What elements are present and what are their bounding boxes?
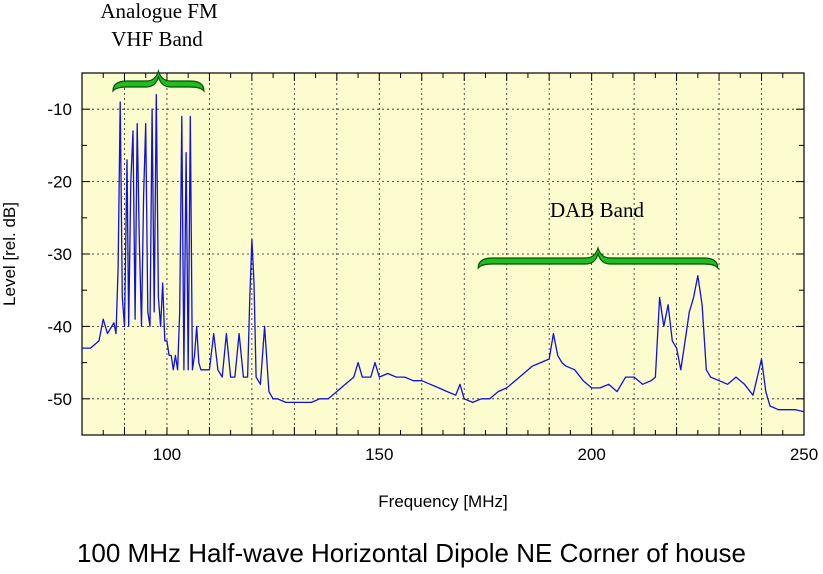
x-tick-labels: 100 150 200 250 bbox=[153, 445, 818, 464]
spectrum-trace bbox=[82, 94, 805, 413]
y-tick-label: -10 bbox=[47, 100, 72, 119]
dab-band-label: DAB Band bbox=[550, 198, 644, 222]
band-braces bbox=[112, 68, 719, 270]
gridlines bbox=[82, 73, 804, 435]
chart-caption: 100 MHz Half-wave Horizontal Dipole NE C… bbox=[76, 538, 747, 568]
y-tick-label: -40 bbox=[47, 317, 72, 336]
minor-ticks bbox=[82, 72, 804, 436]
x-tick-label: 100 bbox=[153, 445, 181, 464]
x-tick-label: 250 bbox=[790, 445, 818, 464]
fm-band-label-line2: VHF Band bbox=[111, 27, 203, 51]
y-tick-label: -30 bbox=[47, 245, 72, 264]
y-tick-labels: -10 -20 -30 -40 -50 bbox=[47, 100, 72, 409]
band-brace bbox=[477, 245, 719, 270]
band-brace bbox=[112, 68, 205, 93]
y-tick-label: -20 bbox=[47, 173, 72, 192]
x-tick-label: 150 bbox=[365, 445, 393, 464]
y-axis-title: Level [rel. dB] bbox=[0, 202, 19, 306]
x-tick-label: 200 bbox=[577, 445, 605, 464]
x-axis-title: Frequency [MHz] bbox=[378, 492, 507, 511]
y-tick-label: -50 bbox=[47, 390, 72, 409]
fm-band-label-line1: Analogue FM bbox=[100, 0, 218, 23]
